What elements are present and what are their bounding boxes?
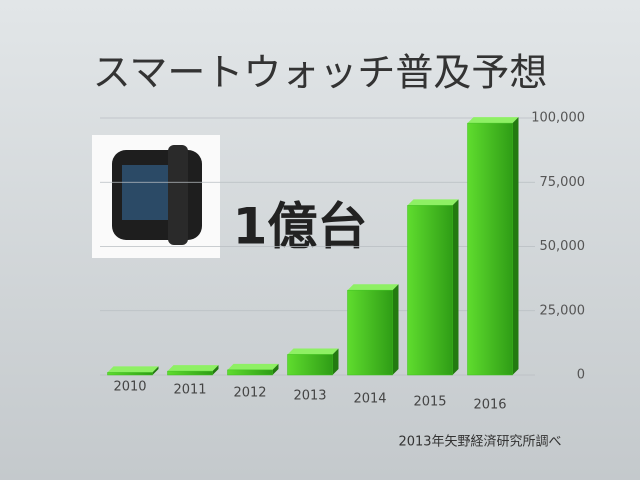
x-tick-label: 2015 xyxy=(413,395,446,410)
bar-side xyxy=(212,365,219,375)
y-tick-label: 75,000 xyxy=(540,175,586,190)
bar xyxy=(107,372,153,376)
x-tick-label: 2010 xyxy=(113,380,146,395)
bar-top xyxy=(347,284,399,291)
bar xyxy=(347,289,393,376)
chart-title: スマートウォッチ普及予想 xyxy=(93,51,548,95)
source-note: 2013年矢野経済研究所調べ xyxy=(398,434,561,450)
y-tick-label: 50,000 xyxy=(540,239,586,254)
bar-side xyxy=(272,363,279,375)
bar-top xyxy=(407,199,459,206)
bar xyxy=(227,369,273,376)
bar-side xyxy=(152,366,159,375)
x-tick-label: 2011 xyxy=(173,383,206,398)
bar xyxy=(407,205,453,376)
bar-top xyxy=(467,117,519,124)
x-tick-label: 2016 xyxy=(473,398,506,413)
bar-side xyxy=(512,117,519,375)
bar-top xyxy=(287,348,339,355)
watch-photo xyxy=(92,135,220,258)
x-tick-label: 2014 xyxy=(353,392,386,407)
y-tick-label: 100,000 xyxy=(531,111,585,126)
bar-side xyxy=(392,284,399,375)
plot: 0 25,000 50,000 75,000 100,000 2010 2011 2012 20… xyxy=(100,111,585,413)
bar xyxy=(167,370,213,376)
bar-top xyxy=(167,365,219,372)
bar-top xyxy=(227,363,279,370)
y-tick-label: 25,000 xyxy=(540,303,586,318)
x-tick-label: 2013 xyxy=(293,389,326,404)
bar-side xyxy=(332,348,339,375)
bar-side xyxy=(452,199,459,375)
bar xyxy=(467,122,513,376)
x-tick-label: 2012 xyxy=(233,386,266,401)
bar-top xyxy=(107,366,159,373)
annotation: 1億台 xyxy=(233,198,368,256)
y-tick-label: 0 xyxy=(577,368,585,383)
bar xyxy=(287,354,333,376)
